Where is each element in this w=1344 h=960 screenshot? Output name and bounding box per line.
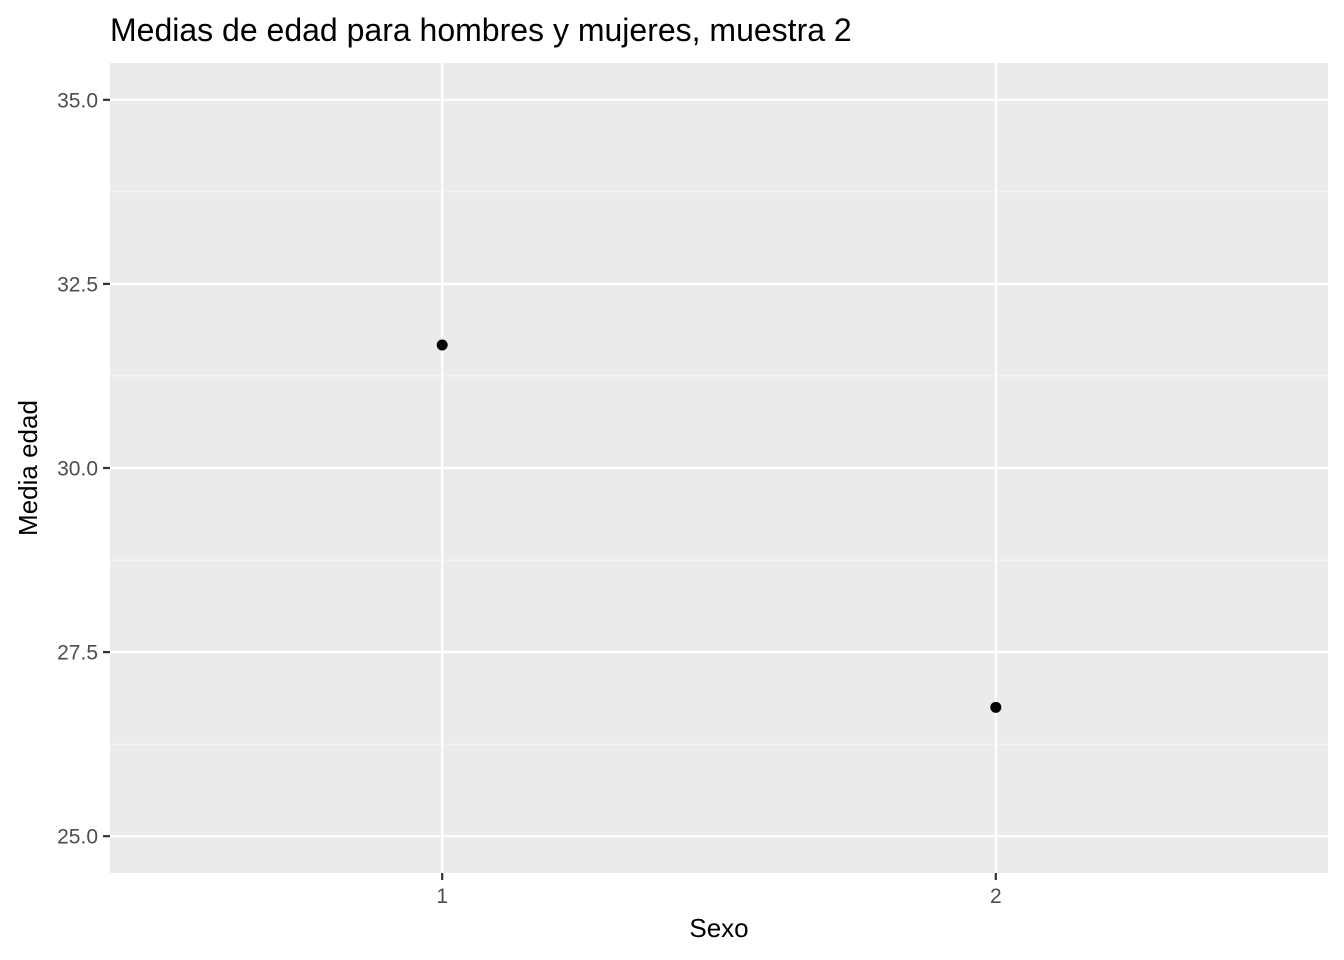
chart-title: Medias de edad para hombres y mujeres, m… [110, 12, 852, 48]
y-axis-title: Media edad [13, 400, 43, 536]
data-point [990, 701, 1002, 713]
major-gridlines [110, 63, 1328, 873]
y-axis: 25.0 27.5 30.0 32.5 35.0 [57, 89, 110, 849]
y-tick-label: 27.5 [57, 642, 98, 665]
x-axis-title: Sexo [689, 913, 748, 943]
data-point [436, 339, 448, 351]
minor-gridlines [110, 191, 1328, 745]
y-tick-label: 25.0 [57, 826, 98, 849]
y-tick-label: 35.0 [57, 89, 98, 112]
x-tick-label: 1 [436, 885, 448, 908]
y-tick-label: 30.0 [57, 458, 98, 481]
x-tick-label: 2 [990, 885, 1002, 908]
y-tick-label: 32.5 [57, 273, 98, 296]
data-points [436, 339, 1002, 713]
